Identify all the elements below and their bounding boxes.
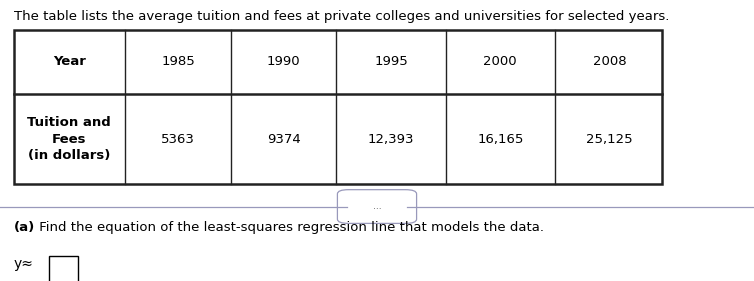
Text: 12,393: 12,393 <box>368 133 414 146</box>
Text: ...: ... <box>372 202 382 211</box>
FancyBboxPatch shape <box>338 190 416 223</box>
Text: The table lists the average tuition and fees at private colleges and universitie: The table lists the average tuition and … <box>14 10 669 23</box>
Text: 2000: 2000 <box>483 55 517 68</box>
Text: 2008: 2008 <box>593 55 627 68</box>
Text: 1985: 1985 <box>161 55 195 68</box>
Text: Find the equation of the least-squares regression line that models the data.: Find the equation of the least-squares r… <box>35 221 544 234</box>
Text: (a): (a) <box>14 221 35 234</box>
Bar <box>49 256 78 281</box>
Bar <box>14 30 662 184</box>
Text: 9374: 9374 <box>267 133 300 146</box>
Text: 1990: 1990 <box>267 55 300 68</box>
Text: Tuition and
Fees
(in dollars): Tuition and Fees (in dollars) <box>27 116 112 162</box>
Text: 16,165: 16,165 <box>477 133 523 146</box>
Text: 25,125: 25,125 <box>587 133 633 146</box>
Text: 1995: 1995 <box>374 55 408 68</box>
Text: Year: Year <box>53 55 86 68</box>
Text: 5363: 5363 <box>161 133 195 146</box>
Text: y≈: y≈ <box>14 257 33 271</box>
